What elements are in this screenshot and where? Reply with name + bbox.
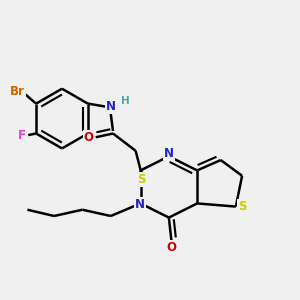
- Text: S: S: [137, 172, 146, 186]
- Text: O: O: [84, 131, 94, 144]
- Text: N: N: [106, 100, 116, 113]
- Text: O: O: [167, 241, 176, 254]
- Text: S: S: [238, 200, 246, 213]
- Text: N: N: [164, 147, 174, 160]
- Text: Br: Br: [10, 85, 25, 98]
- Text: H: H: [121, 96, 130, 106]
- Text: N: N: [135, 198, 145, 211]
- Text: F: F: [18, 129, 26, 142]
